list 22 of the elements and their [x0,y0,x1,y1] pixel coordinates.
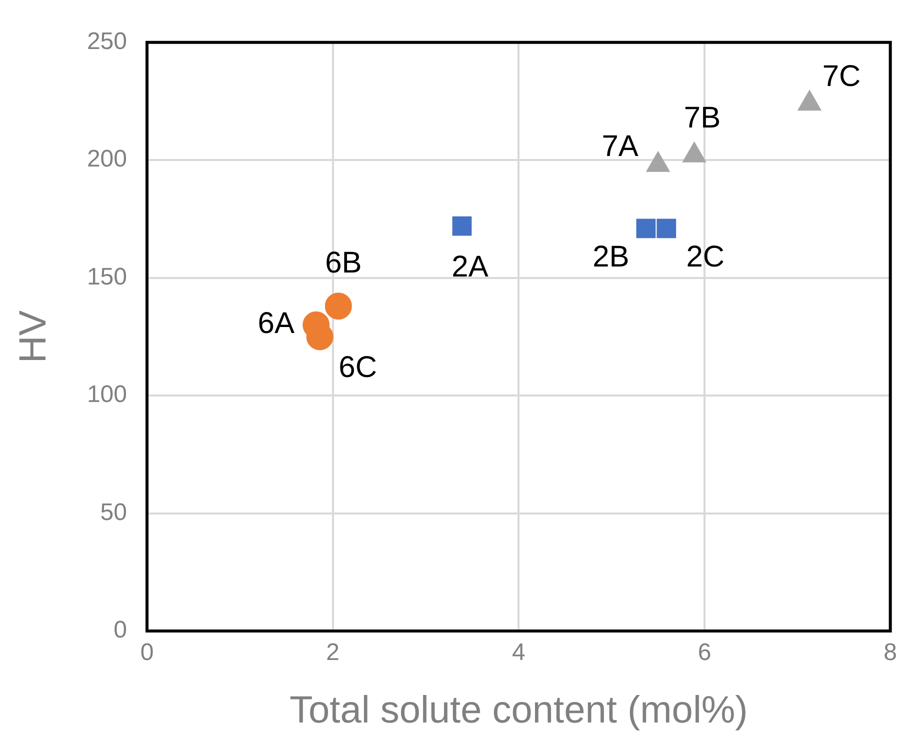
x-tick-label: 0 [140,639,154,666]
annotation: 7A [602,130,638,164]
x-tick-label: 8 [884,639,898,666]
annotation: 2C [686,240,725,274]
annotation: 7C [822,60,861,93]
x-axis-title: Total solute content (mol%) [290,690,748,732]
annotation: 2B [592,240,630,274]
y-axis-title: HV [12,310,54,364]
y-tick-label: 100 [86,381,127,408]
y-tick-label: 200 [86,146,127,173]
annotation: 6B [325,246,362,280]
y-tick-label: 0 [114,616,127,644]
annotation: 6C [338,350,378,384]
y-tick-label: 250 [86,28,127,56]
annotation: 6A [258,307,294,340]
annotation: 2A [452,250,488,284]
y-tick-label: 50 [100,498,127,526]
x-tick-label: 4 [512,639,526,666]
x-tick-label: 6 [698,639,712,666]
y-tick-label: 150 [86,263,127,290]
annotation: 7B [684,102,721,135]
x-tick-label: 2 [326,639,340,666]
